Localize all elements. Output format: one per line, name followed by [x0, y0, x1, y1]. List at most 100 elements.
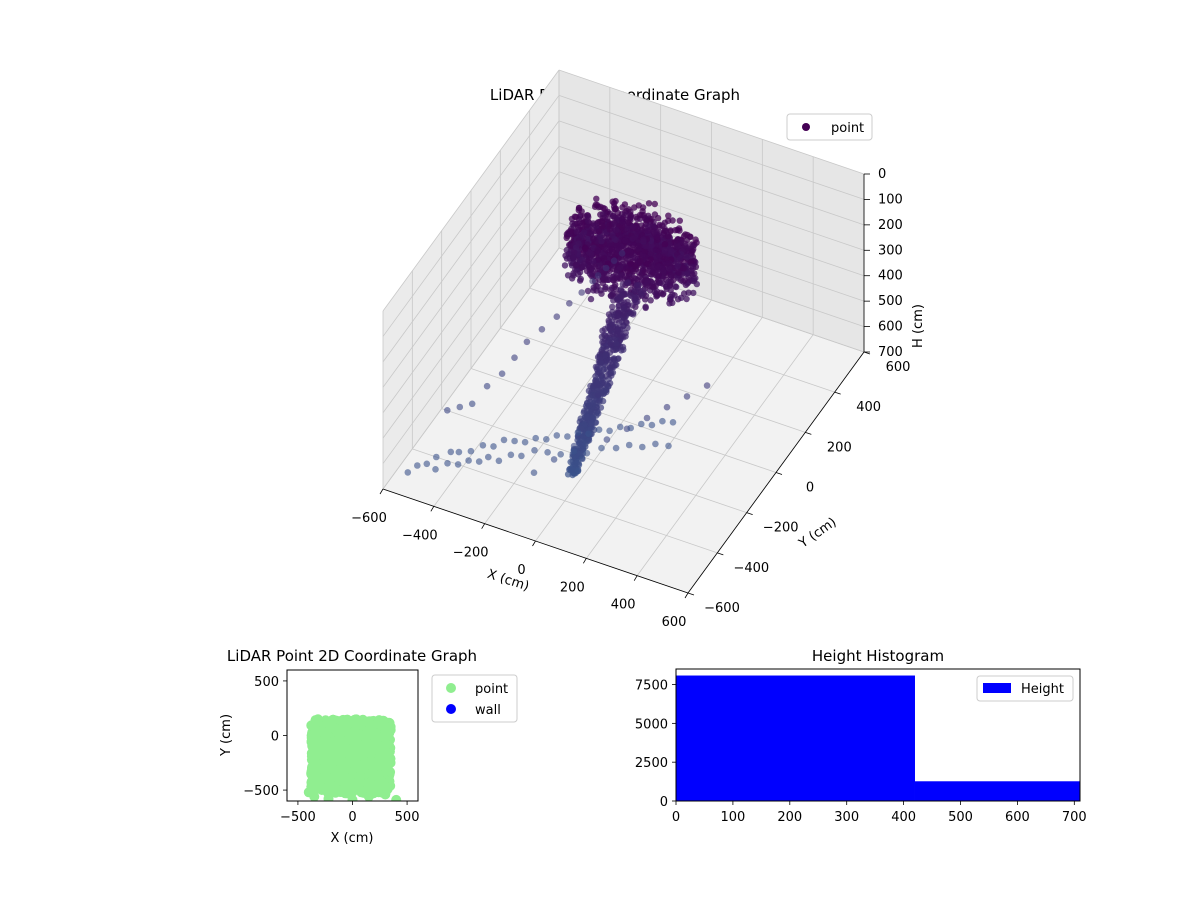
data-point-2d: [343, 718, 354, 729]
x-tick-mark: [684, 592, 689, 599]
data-point: [616, 264, 624, 271]
y-tick-label: 500: [254, 675, 279, 690]
data-point: [609, 369, 617, 376]
x-tick-label: 600: [1005, 810, 1030, 825]
data-point: [682, 242, 689, 250]
data-point: [588, 419, 595, 427]
data-point: [609, 308, 616, 316]
data-point: [575, 207, 582, 214]
data-point-outlier: [444, 407, 451, 414]
data-point: [642, 303, 649, 310]
data-point-outlier: [553, 313, 561, 321]
x-tick-label: 0: [517, 563, 525, 578]
x-tick-mark: [481, 523, 486, 529]
data-point: [682, 231, 689, 238]
data-point: [651, 224, 658, 231]
data-point: [576, 220, 583, 227]
x-tick-label: 0: [672, 810, 680, 825]
y-tick-mark: [834, 391, 841, 395]
data-point: [624, 268, 631, 275]
data-point: [674, 296, 682, 303]
data-point: [567, 227, 574, 235]
data-point: [627, 260, 634, 268]
data-point: [575, 271, 582, 278]
data-point-2d: [313, 714, 323, 725]
data-point-outlier: [643, 414, 651, 422]
data-point: [605, 276, 612, 283]
data-point: [636, 287, 643, 294]
x-tick-label: 600: [662, 615, 687, 630]
data-point-2d: [363, 717, 374, 727]
data-point: [664, 260, 671, 267]
y-tick-mark: [746, 512, 753, 516]
data-point-outlier: [564, 433, 571, 440]
chart-2d-legend: point wall: [431, 674, 518, 723]
x-tick-label: 100: [720, 810, 745, 825]
data-point: [667, 227, 674, 234]
z-tick-label: 200: [878, 218, 903, 233]
chart-2d-xlabel: X (cm): [331, 831, 374, 846]
data-point-outlier: [574, 429, 582, 436]
data-point: [665, 233, 672, 240]
data-point: [636, 211, 644, 219]
data-point: [675, 269, 682, 276]
data-point-outlier: [578, 289, 585, 296]
y-tick-label: 5000: [635, 717, 668, 732]
data-point-2d: [352, 739, 363, 750]
y-tick-mark: [687, 592, 695, 596]
data-point: [666, 280, 674, 287]
data-point-2d-outlier: [391, 794, 402, 801]
data-point: [640, 236, 647, 243]
data-point-outlier: [521, 438, 529, 446]
z-tick-label: 0: [878, 167, 886, 182]
data-point: [642, 243, 650, 250]
data-point: [645, 212, 652, 219]
data-point: [602, 284, 609, 291]
data-point: [632, 298, 640, 306]
x-tick-label: 300: [834, 810, 859, 825]
data-point-outlier: [543, 436, 550, 443]
data-point: [607, 313, 614, 320]
data-point: [569, 220, 576, 227]
data-point: [609, 232, 616, 239]
z-tick-label: 700: [878, 345, 903, 360]
data-point: [645, 200, 653, 207]
data-point: [647, 256, 654, 263]
data-point: [676, 217, 683, 224]
grid-back-z: [558, 120, 865, 226]
data-point: [594, 381, 601, 388]
data-point-2d: [334, 735, 345, 746]
data-point-outlier: [531, 447, 538, 454]
data-point-2d-outlier: [347, 794, 358, 801]
data-point-outlier: [530, 469, 538, 477]
data-point-outlier: [544, 449, 551, 456]
data-point: [601, 205, 608, 212]
data-point: [690, 289, 697, 297]
data-point: [619, 216, 626, 223]
data-point: [648, 283, 656, 290]
data-point: [648, 242, 655, 249]
axes-3d-ticks: −600 −400 −200 0 200 400 600 −600 −400 −200 0 200 40…: [351, 167, 910, 630]
data-point: [583, 267, 591, 275]
data-point: [672, 227, 679, 234]
data-point: [563, 255, 571, 262]
data-point-2d: [351, 719, 362, 730]
z-tick-label: 300: [878, 243, 903, 258]
chart-2d-point-group: [303, 714, 402, 801]
data-point: [683, 295, 690, 303]
grid-left-z: [382, 247, 560, 490]
y-tick-label: 2500: [635, 756, 668, 771]
data-point: [613, 269, 620, 277]
legend-label-wall: wall: [475, 703, 501, 718]
data-point-outlier: [583, 449, 591, 457]
grid-left-z: [382, 69, 560, 312]
data-point: [612, 197, 619, 205]
data-point: [593, 195, 600, 202]
data-point: [613, 227, 620, 234]
data-point: [680, 265, 687, 272]
data-point-outlier: [532, 434, 539, 442]
grid-left-z: [382, 146, 560, 388]
data-point-2d: [314, 740, 325, 750]
data-point: [609, 245, 616, 253]
data-point: [604, 215, 611, 223]
